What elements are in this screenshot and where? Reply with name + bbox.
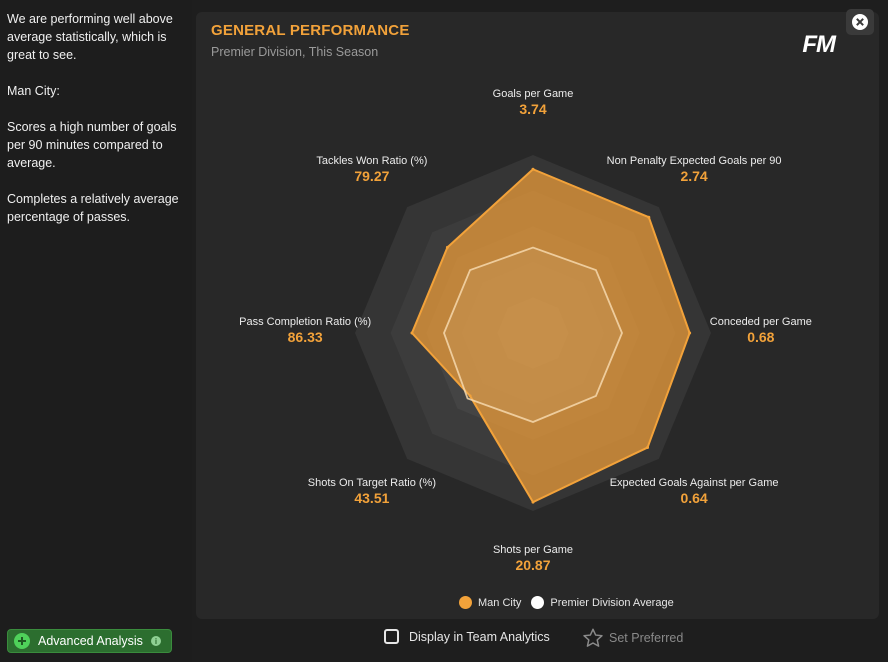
advanced-analysis-label: Advanced Analysis	[38, 634, 143, 648]
summary-line: Completes a relatively average percentag…	[7, 192, 179, 224]
data-point	[531, 500, 535, 504]
legend-label-team: Man City	[478, 596, 522, 609]
display-in-team-analytics-label: Display in Team Analytics	[409, 629, 550, 644]
axis-label: Expected Goals Against per Game	[610, 477, 779, 489]
close-icon	[852, 14, 868, 30]
data-point	[688, 331, 692, 335]
close-button[interactable]	[846, 9, 874, 35]
axis-value: 20.87	[515, 557, 550, 573]
star-icon	[583, 628, 603, 647]
axis-label: Conceded per Game	[710, 316, 812, 328]
chart-legend: Man City Premier Division Average	[459, 596, 684, 609]
summary-line: Man City:	[7, 84, 60, 98]
legend-item-average: Premier Division Average	[531, 596, 674, 609]
data-point	[410, 331, 414, 335]
data-point	[531, 167, 535, 171]
checkbox-icon	[384, 629, 399, 644]
sidebar: We are performing well above average sta…	[0, 0, 192, 662]
axis-value: 2.74	[680, 168, 707, 184]
axis-label-group: Tackles Won Ratio (%)79.27	[316, 155, 427, 184]
axis-value: 79.27	[354, 168, 389, 184]
axis-label: Tackles Won Ratio (%)	[316, 155, 427, 167]
data-point	[468, 394, 472, 398]
axis-value: 0.68	[747, 329, 774, 345]
axis-value: 3.74	[519, 101, 546, 117]
set-preferred-button[interactable]: Set Preferred	[582, 627, 683, 649]
legend-item-team: Man City	[459, 596, 521, 609]
axis-label: Pass Completion Ratio (%)	[239, 316, 371, 328]
legend-label-average: Premier Division Average	[550, 596, 674, 609]
legend-swatch-team	[459, 596, 472, 609]
panel-subtitle: Premier Division, This Season	[211, 45, 379, 59]
data-point	[646, 446, 650, 450]
axis-label: Non Penalty Expected Goals per 90	[607, 155, 782, 167]
general-performance-panel: GENERAL PERFORMANCE Premier Division, Th…	[196, 12, 879, 619]
performance-summary: We are performing well above average sta…	[7, 10, 189, 244]
axis-value: 0.64	[680, 490, 707, 506]
fm-logo: FM	[802, 31, 836, 58]
summary-line: We are performing well above average sta…	[7, 12, 173, 62]
legend-swatch-average	[531, 596, 545, 609]
axis-value: 86.33	[288, 329, 323, 345]
axis-label-group: Non Penalty Expected Goals per 902.74	[607, 155, 782, 184]
axis-label: Shots per Game	[493, 544, 573, 556]
axis-label-group: Shots On Target Ratio (%)43.51	[308, 477, 436, 506]
info-icon[interactable]: i	[150, 636, 161, 646]
axis-value: 43.51	[354, 490, 389, 506]
advanced-analysis-button[interactable]: Advanced Analysis i	[7, 629, 172, 653]
set-preferred-label: Set Preferred	[609, 631, 684, 645]
plus-circle-icon	[14, 633, 30, 649]
axis-label-group: Pass Completion Ratio (%)86.33	[239, 316, 371, 345]
axis-label: Shots On Target Ratio (%)	[308, 477, 436, 489]
series-polygon-average	[443, 246, 623, 423]
axis-label: Goals per Game	[493, 88, 574, 100]
display-in-team-analytics-checkbox[interactable]: Display in Team Analytics	[384, 629, 550, 644]
summary-line: Scores a high number of goals per 90 min…	[7, 120, 177, 170]
data-point	[647, 215, 651, 219]
panel-title: GENERAL PERFORMANCE	[211, 22, 410, 39]
data-point	[445, 245, 449, 249]
